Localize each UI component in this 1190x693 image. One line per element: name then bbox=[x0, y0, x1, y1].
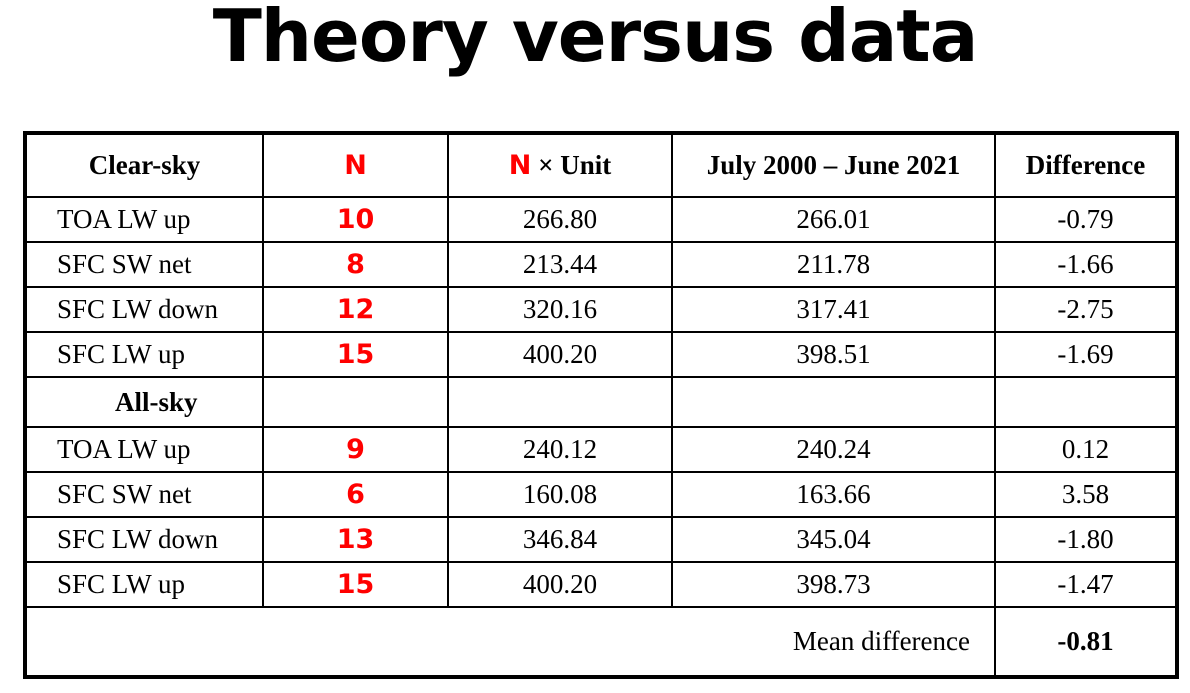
row-difference: -1.66 bbox=[994, 241, 1178, 288]
row-n-unit: 320.16 bbox=[447, 286, 673, 333]
row-difference: -1.69 bbox=[994, 331, 1178, 378]
all-sky-label: All-sky bbox=[24, 376, 264, 428]
row-observed: 398.51 bbox=[671, 331, 996, 378]
table-row: TOA LW up 9 240.12 240.24 0.12 bbox=[24, 426, 1178, 473]
row-n-unit: 400.20 bbox=[447, 331, 673, 378]
row-n: 6 bbox=[262, 471, 449, 518]
header-n-times-unit: N × Unit bbox=[447, 132, 673, 198]
table-row: SFC LW up 15 400.20 398.51 -1.69 bbox=[24, 331, 1178, 378]
row-n-unit: 266.80 bbox=[447, 196, 673, 243]
header-period: July 2000 – June 2021 bbox=[671, 132, 996, 198]
row-label: SFC SW net bbox=[24, 471, 264, 518]
row-n-unit: 400.20 bbox=[447, 561, 673, 608]
comparison-table: Clear-sky N N × Unit July 2000 – June 20… bbox=[23, 131, 1179, 679]
table-row: SFC SW net 6 160.08 163.66 3.58 bbox=[24, 471, 1178, 518]
row-n: 9 bbox=[262, 426, 449, 473]
row-label: SFC LW down bbox=[24, 516, 264, 563]
row-n-unit: 213.44 bbox=[447, 241, 673, 288]
row-difference: -2.75 bbox=[994, 286, 1178, 333]
row-observed: 163.66 bbox=[671, 471, 996, 518]
mean-difference-row: Mean difference -0.81 bbox=[24, 606, 1178, 678]
row-difference: -1.80 bbox=[994, 516, 1178, 563]
row-n: 8 bbox=[262, 241, 449, 288]
row-n: 15 bbox=[262, 331, 449, 378]
row-n: 10 bbox=[262, 196, 449, 243]
table-header-row: Clear-sky N N × Unit July 2000 – June 20… bbox=[24, 132, 1178, 198]
row-label: SFC LW up bbox=[24, 331, 264, 378]
row-label: TOA LW up bbox=[24, 426, 264, 473]
all-sky-section-row: All-sky bbox=[24, 376, 1178, 428]
row-n: 15 bbox=[262, 561, 449, 608]
row-label: SFC SW net bbox=[24, 241, 264, 288]
mean-difference-label: Mean difference bbox=[24, 606, 996, 678]
row-n: 13 bbox=[262, 516, 449, 563]
header-n: N bbox=[262, 132, 449, 198]
row-observed: 345.04 bbox=[671, 516, 996, 563]
page-title: Theory versus data bbox=[212, 0, 979, 78]
empty-cell bbox=[994, 376, 1178, 428]
row-difference: 3.58 bbox=[994, 471, 1178, 518]
mean-difference-value: -0.81 bbox=[994, 606, 1178, 678]
empty-cell bbox=[671, 376, 996, 428]
table-row: SFC LW down 12 320.16 317.41 -2.75 bbox=[24, 286, 1178, 333]
row-observed: 266.01 bbox=[671, 196, 996, 243]
header-n-symbol: N bbox=[508, 150, 532, 181]
header-unit-text: × Unit bbox=[531, 150, 612, 180]
header-clear-sky: Clear-sky bbox=[24, 132, 264, 198]
row-difference: -0.79 bbox=[994, 196, 1178, 243]
row-n-unit: 160.08 bbox=[447, 471, 673, 518]
row-n-unit: 240.12 bbox=[447, 426, 673, 473]
empty-cell bbox=[262, 376, 449, 428]
row-n: 12 bbox=[262, 286, 449, 333]
row-label: SFC LW down bbox=[24, 286, 264, 333]
empty-cell bbox=[447, 376, 673, 428]
table-row: SFC LW up 15 400.20 398.73 -1.47 bbox=[24, 561, 1178, 608]
row-n-unit: 346.84 bbox=[447, 516, 673, 563]
row-observed: 398.73 bbox=[671, 561, 996, 608]
row-label: SFC LW up bbox=[24, 561, 264, 608]
row-observed: 240.24 bbox=[671, 426, 996, 473]
row-difference: -1.47 bbox=[994, 561, 1178, 608]
table-row: SFC SW net 8 213.44 211.78 -1.66 bbox=[24, 241, 1178, 288]
header-difference: Difference bbox=[994, 132, 1178, 198]
row-observed: 317.41 bbox=[671, 286, 996, 333]
row-label: TOA LW up bbox=[24, 196, 264, 243]
row-observed: 211.78 bbox=[671, 241, 996, 288]
table-row: SFC LW down 13 346.84 345.04 -1.80 bbox=[24, 516, 1178, 563]
table-row: TOA LW up 10 266.80 266.01 -0.79 bbox=[24, 196, 1178, 243]
row-difference: 0.12 bbox=[994, 426, 1178, 473]
